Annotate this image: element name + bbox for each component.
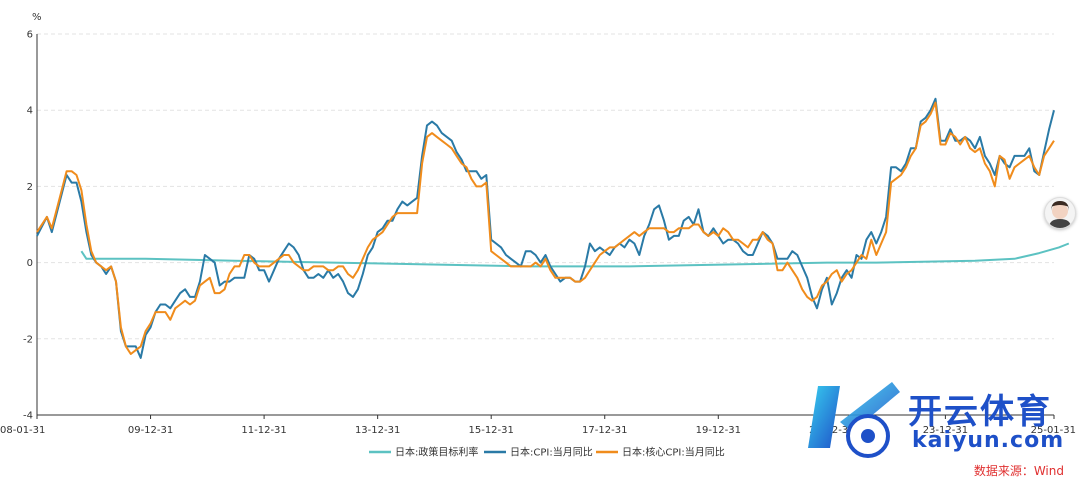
- y-axis-tick-labels: -4 -2 0 2 4 6: [23, 30, 33, 422]
- data-source-label: 数据来源：Wind: [973, 464, 1064, 478]
- x-tick-label: 15-12-31: [468, 425, 513, 436]
- y-tick-label: -2: [23, 334, 33, 345]
- brand-logo-mark-icon: [808, 382, 900, 458]
- y-tick-label: 0: [27, 258, 33, 269]
- y-tick-label: -4: [23, 411, 33, 422]
- y-axis-unit: %: [32, 12, 42, 23]
- x-tick-label: 25-01-31: [1031, 425, 1076, 436]
- series-line-1: [80, 242, 1070, 268]
- x-tick-label: 13-12-31: [355, 425, 400, 436]
- legend: 日本:政策目标利率 日本:CPI:当月同比 日本:核心CPI:当月同比: [369, 446, 725, 459]
- brand-name-en: kaiyun.com: [912, 428, 1065, 453]
- y-tick-label: 4: [27, 106, 33, 117]
- y-tick-label: 2: [27, 182, 33, 193]
- x-tick-label: 11-12-31: [241, 425, 286, 436]
- series-line-2: [36, 97, 1055, 359]
- assistant-avatar-icon[interactable]: [1044, 197, 1076, 229]
- legend-label: 日本:政策目标利率: [395, 446, 478, 459]
- legend-label: 日本:CPI:当月同比: [510, 446, 593, 459]
- x-tick-label: 23-12-31: [923, 425, 968, 436]
- legend-label: 日本:核心CPI:当月同比: [622, 446, 725, 459]
- y-tick-label: 6: [27, 30, 33, 41]
- brand-name-cn: 开云体育: [908, 392, 1052, 432]
- x-axis: 08-01-31 09-12-31 11-12-31 13-12-31 15-12-31…: [0, 34, 1076, 436]
- series-lines: [36, 97, 1070, 359]
- x-tick-label: 09-12-31: [128, 425, 173, 436]
- series-line-3: [36, 101, 1055, 355]
- brand-logo: 开云体育 kaiyun.com: [800, 378, 1080, 478]
- x-tick-label: 08-01-31: [0, 425, 45, 436]
- x-tick-label: 17-12-31: [582, 425, 627, 436]
- grid-lines: [37, 33, 1054, 340]
- x-tick-label: 19-12-31: [696, 425, 741, 436]
